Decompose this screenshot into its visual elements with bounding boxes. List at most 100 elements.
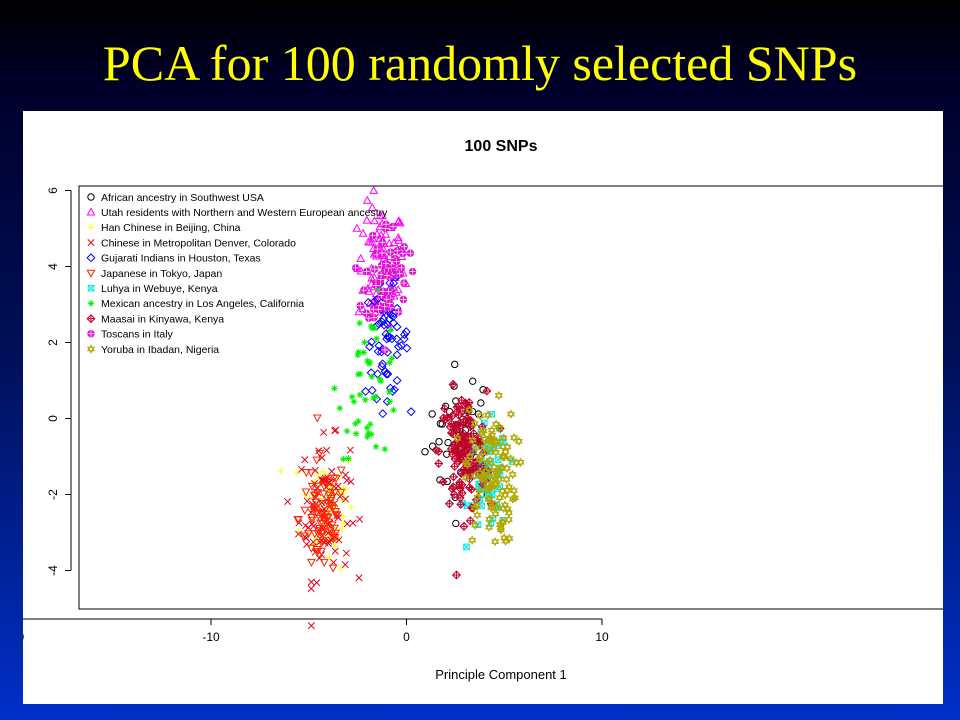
data-point [368,431,375,438]
data-point [356,301,364,310]
data-point [374,319,384,329]
data-point [503,442,512,452]
data-point [312,456,322,465]
data-point [436,419,445,428]
data-point [312,548,322,557]
data-point [381,369,391,379]
data-point [330,534,340,543]
data-point [510,432,519,443]
data-point [464,482,474,492]
points-layer [277,185,525,630]
data-point [497,463,506,473]
data-point [455,418,465,428]
x-axis-title: Principle Component 1 [435,667,567,682]
data-point [366,337,376,347]
data-point [343,427,351,435]
data-point [318,537,328,546]
data-point [328,564,338,573]
data-point [331,508,341,517]
data-point [318,520,328,529]
data-point [471,520,480,530]
data-point [277,467,284,475]
data-point [399,330,409,340]
data-point [373,335,380,342]
data-point [428,410,436,418]
data-point [461,457,470,468]
data-point [378,314,388,324]
y-tick-label: 2 [46,339,60,346]
data-point [315,449,325,459]
data-point [387,327,394,334]
data-point [476,411,485,421]
data-point [438,477,448,487]
data-point [453,433,462,444]
data-point [475,440,485,450]
data-point [324,518,334,527]
data-point [402,343,412,353]
data-point [399,334,409,344]
data-point [460,448,470,458]
data-point [383,369,393,379]
data-point [327,521,337,530]
data-point [482,458,491,468]
data-point [397,264,406,272]
data-point [506,454,515,464]
data-point [301,488,311,497]
data-point [449,490,459,500]
data-point [482,386,492,396]
data-point [465,405,474,415]
data-point [472,443,481,453]
data-point [293,470,301,477]
data-point [284,497,292,506]
data-point [491,536,500,547]
data-point [381,445,389,453]
data-point [509,485,518,496]
data-point [378,359,388,369]
data-point [434,446,444,456]
data-point [483,410,493,420]
data-point [318,528,328,537]
legend-marker [86,314,96,324]
data-point [341,561,349,569]
data-point [307,482,317,491]
data-point [448,379,458,389]
legend-label: African ancestry in Southwest USA [101,192,264,204]
data-point [452,425,462,435]
data-point [393,342,403,352]
data-point [348,393,356,400]
data-point [386,359,393,366]
data-point [301,469,311,478]
data-point [383,271,391,280]
data-point [380,302,389,311]
data-point [302,522,310,530]
data-point [464,465,474,475]
data-point [316,539,326,548]
data-point [318,509,328,518]
legend-marker [87,300,95,307]
data-point [323,499,333,508]
data-point [384,238,394,247]
data-point [378,249,386,257]
data-point [487,425,496,435]
data-point [367,385,377,395]
data-point [498,486,507,496]
y-axis: -4 -2 0 2 4 6 [46,187,72,576]
data-point [306,558,316,568]
data-point [456,469,466,479]
data-point [490,462,499,472]
data-point [386,248,395,256]
data-point [336,488,346,498]
data-point [334,514,342,522]
data-point [352,420,359,427]
data-point [384,287,393,296]
x-tick-label: -20 [23,630,24,644]
data-point [369,296,379,306]
data-point [319,558,329,568]
data-point [400,243,408,251]
data-point [506,409,515,419]
data-point [454,410,464,420]
data-point [350,398,358,405]
data-point [468,535,477,545]
data-point [356,319,363,327]
